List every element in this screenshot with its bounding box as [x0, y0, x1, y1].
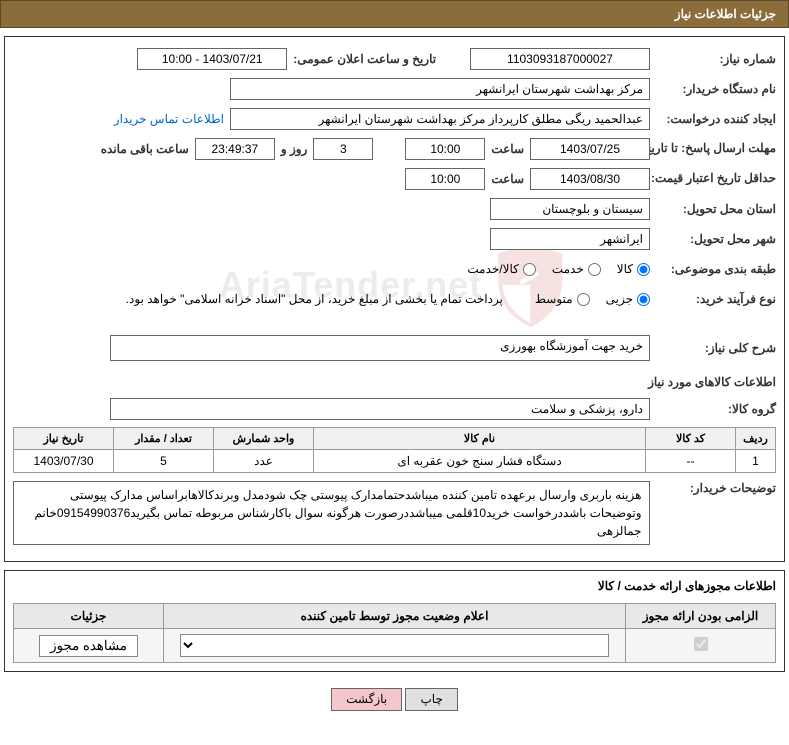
- price-validity-label: حداقل تاریخ اعتبار قیمت: تا تاریخ:: [656, 171, 776, 187]
- permit-row: مشاهده مجوز: [14, 629, 776, 663]
- goods-group-value: دارو، پزشکی و سلامت: [110, 398, 650, 420]
- countdown: 23:49:37: [195, 138, 275, 160]
- cell-date: 1403/07/30: [14, 450, 114, 473]
- th-date: تاریخ نیاز: [14, 428, 114, 450]
- hour-label-2: ساعت: [491, 172, 524, 186]
- radio-medium[interactable]: متوسط: [535, 292, 590, 306]
- goods-info-title: اطلاعات کالاهای مورد نیاز: [13, 375, 776, 389]
- announce-label: تاریخ و ساعت اعلان عمومی:: [293, 52, 436, 66]
- th-code: کد کالا: [646, 428, 736, 450]
- deadline-hour: 10:00: [405, 138, 485, 160]
- hour-label-1: ساعت: [491, 142, 524, 156]
- category-label: طبقه بندی موضوعی:: [656, 262, 776, 276]
- need-number-value: 1103093187000027: [470, 48, 650, 70]
- table-row: 1 -- دستگاه فشار سنج خون عقربه ای عدد 5 …: [14, 450, 776, 473]
- desc-value: خرید جهت آموزشگاه بهورزی: [110, 335, 650, 361]
- buyer-notes-value: هزینه باربری وارسال برعهده تامین کننده م…: [13, 481, 650, 545]
- radio-goods-service[interactable]: کالا/خدمت: [467, 262, 535, 276]
- buyer-contact-link[interactable]: اطلاعات تماس خریدار: [114, 112, 224, 126]
- cell-name: دستگاه فشار سنج خون عقربه ای: [314, 450, 646, 473]
- view-permit-button[interactable]: مشاهده مجوز: [39, 635, 138, 657]
- cell-unit: عدد: [214, 450, 314, 473]
- permit-title: اطلاعات مجوزهای ارائه خدمت / کالا: [13, 579, 776, 593]
- print-button[interactable]: چاپ: [405, 688, 457, 711]
- buyer-notes-label: توضیحات خریدار:: [656, 481, 776, 495]
- th-name: نام کالا: [314, 428, 646, 450]
- buyer-org-value: مرکز بهداشت شهرستان ایرانشهر: [230, 78, 650, 100]
- radio-service[interactable]: خدمت: [552, 262, 601, 276]
- page-title: جزئیات اطلاعات نیاز: [675, 7, 776, 21]
- payment-note: پرداخت تمام یا بخشی از مبلغ خرید، از محل…: [126, 292, 503, 306]
- cell-idx: 1: [736, 450, 776, 473]
- buy-type-label: نوع فرآیند خرید:: [656, 292, 776, 306]
- deadline-date: 1403/07/25: [530, 138, 650, 160]
- cell-qty: 5: [114, 450, 214, 473]
- permit-th-mandatory: الزامی بودن ارائه مجوز: [626, 604, 776, 629]
- days-value: 3: [313, 138, 373, 160]
- radio-minor[interactable]: جزیی: [606, 292, 650, 306]
- desc-label: شرح کلی نیاز:: [656, 341, 776, 355]
- th-row: ردیف: [736, 428, 776, 450]
- main-frame: شماره نیاز: 1103093187000027 تاریخ و ساع…: [4, 36, 785, 562]
- permit-table: الزامی بودن ارائه مجوز اعلام وضعیت مجوز …: [13, 603, 776, 663]
- goods-group-label: گروه کالا:: [656, 402, 776, 416]
- requester-label: ایجاد کننده درخواست:: [656, 112, 776, 126]
- permit-th-details: جزئیات: [14, 604, 164, 629]
- permit-mandatory-checkbox: [694, 637, 708, 651]
- requester-value: عبدالحمید ریگی مطلق کارپرداز مرکز بهداشت…: [230, 108, 650, 130]
- price-validity-date: 1403/08/30: [530, 168, 650, 190]
- category-radio-group: کالا خدمت کالا/خدمت: [467, 262, 650, 276]
- province-value: سیستان و بلوچستان: [490, 198, 650, 220]
- cell-code: --: [646, 450, 736, 473]
- province-label: استان محل تحویل:: [656, 202, 776, 216]
- days-label: روز و: [281, 142, 308, 156]
- th-unit: واحد شمارش: [214, 428, 314, 450]
- buyer-org-label: نام دستگاه خریدار:: [656, 82, 776, 96]
- deadline-label: مهلت ارسال پاسخ: تا تاریخ:: [656, 141, 776, 157]
- th-qty: تعداد / مقدار: [114, 428, 214, 450]
- goods-table: ردیف کد کالا نام کالا واحد شمارش تعداد /…: [13, 427, 776, 473]
- announce-value: 1403/07/21 - 10:00: [137, 48, 287, 70]
- city-label: شهر محل تحویل:: [656, 232, 776, 246]
- buy-type-radio-group: جزیی متوسط: [535, 292, 650, 306]
- permit-th-status: اعلام وضعیت مجوز توسط تامین کننده: [164, 604, 626, 629]
- remaining-label: ساعت باقی مانده: [101, 142, 189, 156]
- city-value: ایرانشهر: [490, 228, 650, 250]
- footer-buttons: چاپ بازگشت: [4, 680, 785, 719]
- radio-goods[interactable]: کالا: [617, 262, 650, 276]
- permit-status-select[interactable]: [180, 634, 608, 657]
- permit-section: اطلاعات مجوزهای ارائه خدمت / کالا الزامی…: [4, 570, 785, 672]
- back-button[interactable]: بازگشت: [331, 688, 402, 711]
- price-validity-hour: 10:00: [405, 168, 485, 190]
- need-number-label: شماره نیاز:: [656, 52, 776, 66]
- page-header: جزئیات اطلاعات نیاز: [0, 0, 789, 28]
